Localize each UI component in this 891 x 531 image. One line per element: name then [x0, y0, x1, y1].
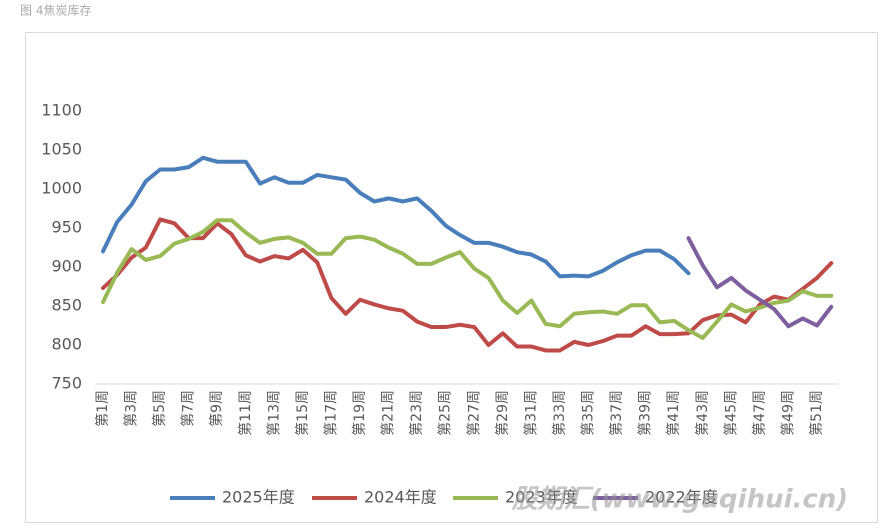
y-tick-label: 950 — [51, 218, 82, 237]
x-tick-label: 第25周 — [437, 390, 454, 436]
series-line — [101, 155, 691, 279]
x-tick-label: 第11周 — [237, 390, 254, 436]
series-line — [686, 236, 834, 329]
y-tick-label: 1100 — [41, 101, 82, 120]
x-tick-label: 第51周 — [808, 390, 825, 436]
x-tick-label: 第1周 — [94, 390, 111, 427]
x-tick-label: 第33周 — [551, 390, 568, 436]
x-tick-label: 第27周 — [465, 390, 482, 436]
x-tick-label: 第7周 — [180, 390, 197, 427]
watermark: 股期汇(www.guqihui.cn) — [511, 485, 848, 515]
x-tick-label: 第31周 — [522, 390, 539, 436]
x-tick-label: 第35周 — [580, 390, 597, 436]
x-tick-label: 第13周 — [265, 390, 282, 436]
x-tick-label: 第29周 — [494, 390, 511, 436]
x-tick-label: 第15周 — [294, 390, 311, 436]
series-line — [101, 218, 834, 340]
x-tick-label: 第19周 — [351, 390, 368, 436]
x-tick-label: 第23周 — [408, 390, 425, 436]
caption: 图 4焦炭库存 — [20, 3, 91, 18]
x-tick-label: 第39周 — [637, 390, 654, 436]
y-tick-label: 850 — [51, 296, 82, 315]
x-tick-label: 第47周 — [751, 390, 768, 436]
y-tick-label: 750 — [51, 374, 82, 393]
legend-label: 2022年度 — [645, 488, 718, 507]
x-tick-label: 第49周 — [779, 390, 796, 436]
x-tick-label: 第43周 — [694, 390, 711, 436]
x-tick-label: 第5周 — [151, 390, 168, 427]
x-tick-label: 第9周 — [208, 390, 225, 427]
legend-label: 2023年度 — [505, 488, 578, 507]
x-tick-label: 第3周 — [123, 390, 140, 427]
x-tick-label: 第21周 — [380, 390, 397, 436]
x-tick-label: 第17周 — [322, 390, 339, 436]
x-tick-label: 第45周 — [722, 390, 739, 436]
legend-label: 2025年度 — [222, 488, 295, 507]
x-tick-label: 第37周 — [608, 390, 625, 436]
y-tick-label: 1050 — [41, 140, 82, 159]
legend-label: 2024年度 — [364, 488, 437, 507]
y-tick-label: 900 — [51, 257, 82, 276]
y-tick-label: 1000 — [41, 179, 82, 198]
series-line — [101, 217, 834, 353]
chart-frame — [25, 32, 878, 523]
y-tick-label: 800 — [51, 335, 82, 354]
x-tick-label: 第41周 — [665, 390, 682, 436]
